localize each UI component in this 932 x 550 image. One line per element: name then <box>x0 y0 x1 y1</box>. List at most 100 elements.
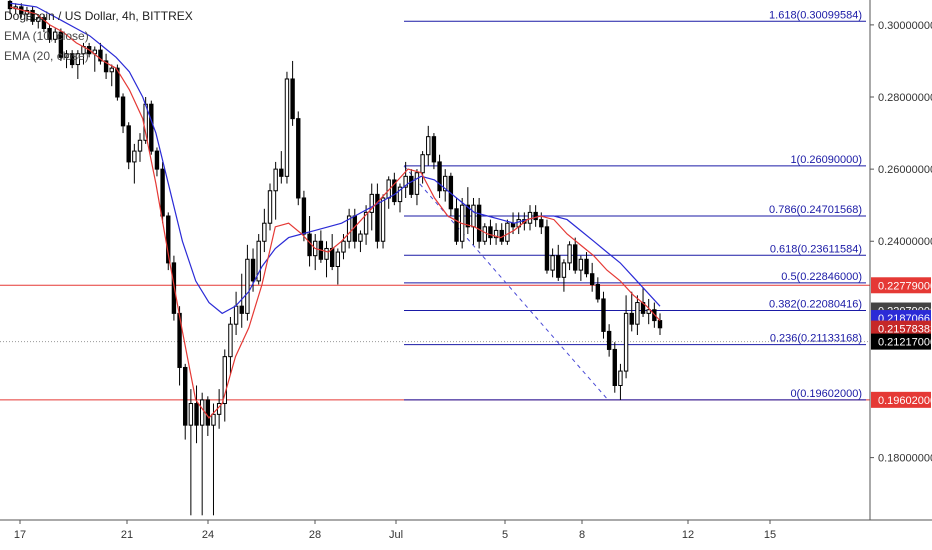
candle-body <box>149 103 154 152</box>
candle-body <box>437 161 442 192</box>
candle <box>324 241 329 278</box>
chart-legend: Dogecoin / US Dollar, 4h, BITTREX EMA (1… <box>4 6 193 66</box>
candle <box>482 223 487 245</box>
price-label-text: 0.22779000 <box>878 280 932 292</box>
candle-body <box>211 413 216 426</box>
trend-line-layer[interactable] <box>403 165 609 401</box>
candle <box>635 295 640 336</box>
candle <box>279 151 284 184</box>
candle <box>222 349 227 422</box>
symbol-title[interactable]: Dogecoin / US Dollar, 4h, BITTREX <box>4 9 193 23</box>
candle <box>612 342 617 393</box>
candle-body <box>612 348 617 386</box>
candle <box>335 248 341 285</box>
candle <box>623 295 629 379</box>
candle <box>601 291 606 339</box>
candle-body <box>601 298 606 332</box>
candle <box>375 183 380 249</box>
candle <box>426 125 431 166</box>
candle-body <box>53 31 58 40</box>
candle-body <box>618 370 623 386</box>
candle <box>273 161 278 220</box>
fib-level-label: 0.236(0.21133168) <box>770 333 862 345</box>
candle-body <box>482 226 487 242</box>
candle-body <box>154 150 160 170</box>
candle <box>267 183 273 231</box>
candle <box>578 255 584 281</box>
fib-level-label: 0.618(0.23611584) <box>770 243 862 255</box>
candle <box>211 403 216 516</box>
candle <box>98 42 103 65</box>
candle-body <box>476 204 482 242</box>
ema-layer <box>9 2 661 419</box>
x-tick-label: 17 <box>14 529 26 541</box>
candle-body <box>256 240 261 282</box>
candle-body <box>584 258 589 275</box>
price-label: 0.21578383 <box>871 320 932 337</box>
candle <box>58 28 64 61</box>
candle-body <box>493 229 499 239</box>
candle-body <box>296 118 301 199</box>
ema10-legend[interactable]: EMA (10, close) <box>4 29 89 43</box>
candle-body <box>120 96 126 127</box>
candle <box>437 154 442 198</box>
candle-body <box>567 244 572 264</box>
candle-body <box>454 208 459 242</box>
ema10-line <box>9 6 661 419</box>
candle-body <box>369 193 374 213</box>
candle-body <box>273 168 278 192</box>
price-label: 0.19602000 <box>871 391 932 408</box>
fib-level-label: 0(0.19602000) <box>790 388 862 400</box>
candle-body <box>420 154 425 174</box>
candle-body <box>69 53 75 66</box>
candle <box>573 237 578 274</box>
candle-body <box>561 262 567 278</box>
y-tick-label: 0.24000000 <box>878 236 932 248</box>
y-tick-label: 0.28000000 <box>878 92 932 104</box>
fib-level-label: 1(0.26090000) <box>790 154 862 166</box>
candle-body <box>199 399 205 426</box>
candle-body <box>335 251 341 267</box>
candle-body <box>284 78 290 177</box>
price-labels-layer: 0.227790000.220790000.218706610.21578383… <box>871 277 932 408</box>
candle <box>556 244 561 281</box>
candle-body <box>471 204 476 228</box>
candle <box>567 241 572 271</box>
price-label-bg <box>871 320 931 337</box>
candle <box>290 60 295 126</box>
price-label-bg <box>871 391 931 408</box>
price-label-text: 0.21578383 <box>878 324 932 336</box>
candle-body <box>307 233 312 257</box>
candle-body <box>233 305 239 325</box>
candle <box>36 14 41 29</box>
candle-body <box>380 197 386 242</box>
candle <box>646 298 651 325</box>
candle-body <box>657 320 663 329</box>
candle-body <box>375 193 380 242</box>
candle-body <box>205 399 211 426</box>
candle-body <box>103 60 109 73</box>
candle-body <box>183 366 188 426</box>
candle <box>183 363 188 440</box>
candle <box>7 0 13 15</box>
candle-body <box>606 330 612 350</box>
candle-body <box>623 312 629 372</box>
candle-body <box>98 49 103 62</box>
candle-body <box>41 17 47 29</box>
candle-body <box>267 190 273 224</box>
candle <box>476 197 482 249</box>
candle-body <box>488 226 493 239</box>
candle-body <box>358 233 363 242</box>
candle-body <box>550 255 555 271</box>
candle <box>341 234 346 260</box>
candle-body <box>409 175 414 195</box>
candle-body <box>629 312 634 325</box>
candle-body <box>527 211 533 224</box>
price-label-bg <box>871 277 931 294</box>
candle <box>346 208 352 249</box>
ema20-legend[interactable]: EMA (20, close) <box>4 49 89 63</box>
candle <box>132 143 137 184</box>
candle <box>488 219 493 245</box>
candle-body <box>646 309 651 314</box>
